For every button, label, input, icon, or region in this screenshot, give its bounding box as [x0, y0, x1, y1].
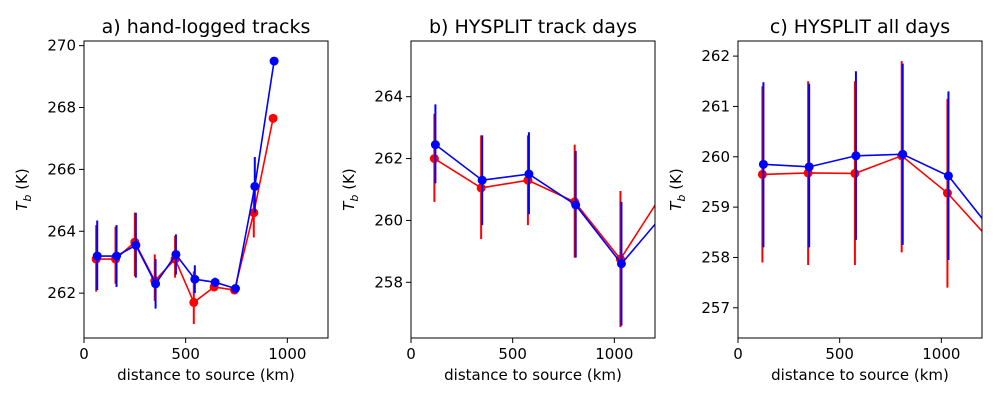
data-point-blue — [524, 169, 534, 179]
data-point-blue — [92, 251, 102, 261]
data-point-red — [757, 169, 767, 179]
data-point-blue — [758, 159, 768, 169]
y-tick-label: 264 — [47, 222, 76, 240]
series-line-red — [433, 157, 655, 261]
data-point-blue — [989, 228, 998, 237]
y-tick-label: 262 — [374, 150, 403, 168]
data-point-blue — [171, 249, 181, 259]
axes-frame — [410, 40, 656, 339]
x-tick-label: 0 — [79, 345, 89, 363]
data-point-blue — [477, 175, 487, 185]
x-tick-label: 500 — [171, 345, 200, 363]
y-tick-label: 262 — [47, 284, 76, 302]
y-tick-label: 260 — [701, 148, 730, 166]
data-point-blue — [230, 284, 240, 293]
panel-1: a) hand-logged tracks 0 500 1000 262 264 266 26… — [13, 16, 329, 384]
axes-frame — [737, 40, 983, 339]
x-tick-label: 0 — [733, 345, 743, 363]
x-axis-label: distance to source (km) — [117, 366, 295, 384]
y-tick-label: 270 — [47, 37, 76, 55]
y-tick-label: 261 — [701, 97, 730, 115]
panel-3: c) HYSPLIT all days 0 500 1000 257 258 259 260 2… — [667, 16, 998, 384]
series-line-red — [96, 118, 274, 304]
y-axis-label: Tb (K) — [13, 168, 34, 210]
y-tick-label: 262 — [701, 47, 730, 65]
data-point-red — [476, 183, 486, 193]
y-tick-label: 260 — [374, 211, 403, 229]
y-axis-label: Tb (K) — [667, 168, 688, 210]
data-point-blue — [269, 56, 279, 66]
panel-title: c) HYSPLIT all days — [770, 16, 950, 38]
data-point-blue — [250, 181, 260, 191]
data-point-blue — [430, 140, 440, 150]
data-point-red — [850, 168, 860, 178]
x-axis-label: distance to source (km) — [444, 366, 622, 384]
data-point-blue — [571, 200, 581, 210]
x-tick-label: 1000 — [595, 345, 633, 363]
data-point-red — [268, 113, 278, 123]
x-tick-label: 1000 — [922, 345, 960, 363]
data-point-blue — [112, 251, 122, 261]
data-point-red — [429, 154, 439, 164]
series-line-blue — [763, 153, 982, 220]
data-point-red — [988, 238, 997, 247]
data-point-blue — [131, 240, 141, 250]
data-point-blue — [210, 277, 220, 287]
y-tick-label: 266 — [47, 160, 76, 178]
data-point-blue — [804, 162, 814, 172]
plot-area — [91, 56, 279, 325]
series-line-blue — [434, 144, 655, 266]
series-line-red — [762, 154, 982, 233]
y-tick-label: 258 — [374, 273, 403, 291]
data-point-blue — [898, 149, 908, 159]
panel-title: a) hand-logged tracks — [102, 16, 311, 38]
data-point-red — [189, 297, 199, 307]
x-tick-label: 500 — [825, 345, 854, 363]
plot-area — [429, 104, 655, 328]
panel-2: b) HYSPLIT track days 0 500 1000 258 260 262 26… — [340, 16, 656, 384]
data-point-red — [249, 208, 259, 218]
y-tick-label: 259 — [701, 198, 730, 216]
y-tick-label: 268 — [47, 99, 76, 117]
plot-area — [757, 61, 998, 288]
data-point-blue — [616, 259, 626, 269]
y-tick-label: 264 — [374, 88, 403, 106]
y-axis-label: Tb (K) — [340, 168, 361, 210]
data-point-blue — [943, 171, 953, 181]
x-axis-label: distance to source (km) — [771, 366, 949, 384]
axes-frame — [83, 40, 329, 339]
data-point-blue — [190, 274, 200, 284]
y-tick-label: 257 — [701, 299, 730, 317]
x-tick-label: 0 — [406, 345, 416, 363]
series-line-blue — [97, 60, 275, 290]
panel-title: b) HYSPLIT track days — [429, 16, 637, 38]
data-point-red — [942, 188, 952, 198]
y-tick-label: 258 — [701, 248, 730, 266]
x-tick-label: 500 — [498, 345, 527, 363]
data-point-blue — [851, 151, 861, 161]
x-tick-label: 1000 — [268, 345, 306, 363]
data-point-blue — [151, 279, 161, 289]
